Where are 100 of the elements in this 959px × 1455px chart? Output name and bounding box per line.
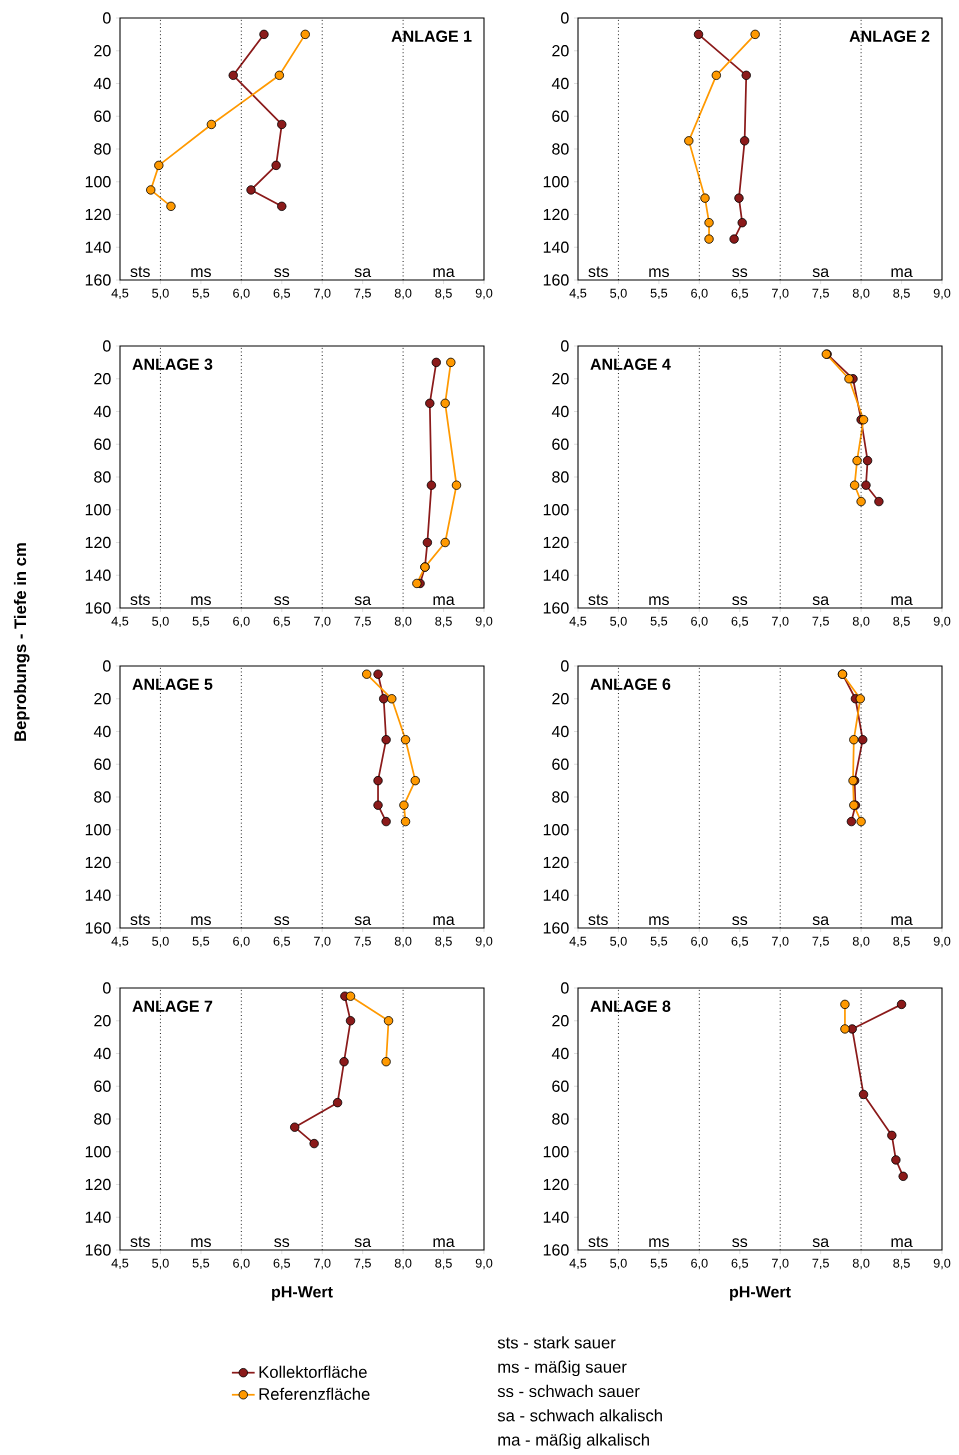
x-tick-label: 8,5 xyxy=(435,1258,452,1270)
annotation: ma xyxy=(433,916,455,926)
annotation: ms xyxy=(191,1238,211,1248)
x-tick-label: 6,0 xyxy=(691,288,708,300)
annotation: ms xyxy=(649,596,669,606)
y-tick-label: 20 xyxy=(552,45,569,57)
x-tick-label: 7,5 xyxy=(354,936,371,948)
y-tick-label: 60 xyxy=(94,438,111,450)
y-tick-label: 40 xyxy=(93,1047,111,1060)
x-tick-label: 6,5 xyxy=(731,936,749,948)
y-tick-label: 60 xyxy=(94,758,111,770)
annotation: sa xyxy=(354,916,372,926)
x-tick-label: 8,0 xyxy=(394,616,412,628)
x-tick-label: 4,5 xyxy=(111,936,129,948)
y-tick-label: 140 xyxy=(85,569,111,581)
legend-label: Kollektorfläche xyxy=(259,1365,367,1378)
x-tick-label: 9,0 xyxy=(475,288,493,300)
x-tick-label: 8,0 xyxy=(852,936,870,948)
x-tick-label: 7,5 xyxy=(354,288,371,300)
x-tick-label: 6,0 xyxy=(691,1258,708,1270)
y-tick-label: 120 xyxy=(85,536,111,549)
x-tick-label: 7,0 xyxy=(314,1258,331,1270)
annotation: sa xyxy=(354,1238,372,1248)
x-tick-label: 5,0 xyxy=(152,936,169,948)
x-tick-label: 7,0 xyxy=(772,288,789,300)
annotation: ms xyxy=(649,268,669,278)
x-tick-label: 7,5 xyxy=(812,616,829,628)
x-tick-label: 8,5 xyxy=(435,288,452,300)
y-tick-label: 160 xyxy=(85,1244,111,1256)
annotation: ms xyxy=(191,268,211,278)
x-tick-label: 4,5 xyxy=(569,936,587,948)
annotation: ma xyxy=(433,596,455,606)
y-tick-label: 160 xyxy=(85,602,111,614)
annotation: ms xyxy=(191,596,211,606)
x-tick-label: 6,0 xyxy=(691,616,708,628)
x-tick-label: 6,5 xyxy=(273,936,291,948)
y-tick-label: 0 xyxy=(103,982,111,994)
y-tick-label: 20 xyxy=(552,373,569,385)
x-tick-label: 8,0 xyxy=(852,616,870,628)
y-tick-label: 60 xyxy=(552,110,569,122)
y-tick-label: 100 xyxy=(543,504,569,516)
x-tick-label: 7,0 xyxy=(314,288,331,300)
x-tick-label: 5,0 xyxy=(610,936,627,948)
annotation: sts xyxy=(130,266,150,278)
annotation: sa xyxy=(812,1238,830,1248)
text: ss - schwach sauer xyxy=(497,1384,640,1398)
y-tick-label: 120 xyxy=(85,208,111,221)
annotation: ma xyxy=(891,596,913,606)
x-tick-label: 5,5 xyxy=(650,616,668,628)
x-tick-label: 7,0 xyxy=(772,936,789,948)
annotation: ms xyxy=(649,916,669,926)
x-tick-label: 5,5 xyxy=(192,616,210,628)
y-tick-label: 80 xyxy=(552,143,569,155)
x-tick-label: 7,5 xyxy=(812,936,829,948)
annotation: ss xyxy=(274,596,290,606)
x-tick-label: 4,5 xyxy=(111,616,129,628)
text: ANLAGE 7 xyxy=(132,1000,213,1012)
text: ANLAGE 1 xyxy=(391,30,472,42)
x-tick-label: 5,0 xyxy=(152,616,169,628)
x-tick-label: 5,5 xyxy=(192,936,210,948)
x-tick-label: 8,5 xyxy=(893,936,910,948)
y-tick-label: 160 xyxy=(543,602,569,614)
y-tick-label: 100 xyxy=(543,176,569,188)
x-axis-title: pH-Wert xyxy=(272,1286,333,1301)
y-tick-label: 80 xyxy=(552,791,569,803)
annotation: ma xyxy=(891,1238,913,1248)
y-tick-label: 60 xyxy=(94,110,111,122)
x-tick-label: 7,5 xyxy=(812,1258,829,1270)
x-tick-label: 5,5 xyxy=(650,1258,668,1270)
annotation: ss xyxy=(274,268,290,278)
x-tick-label: 9,0 xyxy=(475,936,493,948)
x-tick-label: 8,5 xyxy=(893,1258,910,1270)
y-tick-label: 20 xyxy=(94,373,111,385)
annotation: sa xyxy=(354,268,372,278)
x-tick-label: 9,0 xyxy=(933,936,951,948)
y-tick-label: 100 xyxy=(85,504,111,516)
x-tick-label: 8,5 xyxy=(893,616,910,628)
x-tick-label: 4,5 xyxy=(569,616,587,628)
text: ma - mäßig alkalisch xyxy=(498,1433,649,1449)
y-tick-label: 140 xyxy=(543,241,569,253)
text: ANLAGE 3 xyxy=(132,358,213,370)
annotation: ma xyxy=(433,268,455,278)
y-tick-label: 0 xyxy=(561,660,569,672)
x-tick-label: 8,0 xyxy=(394,1258,412,1270)
x-axis-title: pH-Wert xyxy=(730,1286,791,1301)
x-tick-label: 7,0 xyxy=(314,616,331,628)
x-tick-label: 8,0 xyxy=(394,936,412,948)
y-tick-label: 140 xyxy=(85,1211,111,1223)
annotation: ma xyxy=(891,268,913,278)
x-tick-label: 9,0 xyxy=(475,1258,493,1270)
annotation: ss xyxy=(274,1238,290,1248)
y-tick-label: 20 xyxy=(552,693,569,705)
text: ANLAGE 2 xyxy=(849,30,930,42)
y-tick-label: 160 xyxy=(543,1244,569,1256)
annotation: ss xyxy=(732,268,748,278)
x-tick-label: 9,0 xyxy=(933,616,951,628)
x-tick-label: 7,0 xyxy=(772,616,789,628)
y-tick-label: 100 xyxy=(543,1146,569,1158)
y-tick-label: 160 xyxy=(85,274,111,286)
x-tick-label: 5,5 xyxy=(650,288,668,300)
